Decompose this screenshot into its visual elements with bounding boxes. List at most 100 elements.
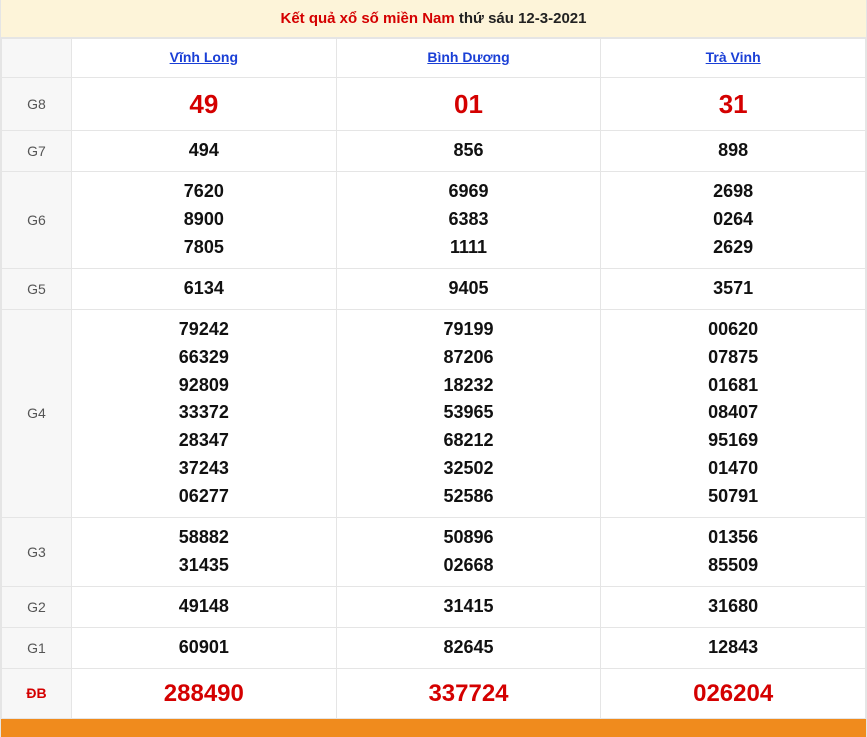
prize-number: 50791 [601,483,865,511]
prize-cell: 6134 [72,268,337,309]
prize-number: 1111 [337,234,601,262]
prize-number: 2698 [601,178,865,206]
prize-cell: 5888231435 [72,517,337,586]
prize-number: 026204 [601,675,865,712]
prize-cell: 82645 [336,627,601,668]
province-link-2[interactable]: Trà Vinh [706,49,761,65]
prize-number: 31415 [337,593,601,621]
prize-number: 2629 [601,234,865,262]
prize-number: 7805 [72,234,336,262]
prize-cell: 79242663299280933372283473724306277 [72,309,337,517]
prize-number: 6969 [337,178,601,206]
prize-cell: 494 [72,131,337,172]
prize-cell: 0135685509 [601,517,866,586]
prize-cell: 31415 [336,586,601,627]
prize-row-đb: ĐB288490337724026204 [2,668,866,718]
prize-label: G7 [2,131,72,172]
prize-cell: 5089602668 [336,517,601,586]
prize-cell: 337724 [336,668,601,718]
prize-cell: 00620078750168108407951690147050791 [601,309,866,517]
prize-label: G3 [2,517,72,586]
prize-number: 7620 [72,178,336,206]
prize-row-g8: G8490131 [2,78,866,131]
prize-cell: 762089007805 [72,172,337,269]
prize-label: G5 [2,268,72,309]
prize-number: 85509 [601,552,865,580]
lottery-results-container: Kết quả xổ số miền Nam thứ sáu 12-3-2021… [0,0,867,737]
prize-number: 9405 [337,275,601,303]
prize-number: 60901 [72,634,336,662]
prize-cell: 01 [336,78,601,131]
prize-number: 31 [601,84,865,124]
prize-number: 87206 [337,344,601,372]
prize-cell: 898 [601,131,866,172]
prize-number: 49148 [72,593,336,621]
prize-cell: 12843 [601,627,866,668]
footer-bar [1,719,866,737]
province-link-1[interactable]: Bình Dương [427,49,509,65]
prize-number: 856 [337,137,601,165]
prize-label: G2 [2,586,72,627]
prize-cell: 026204 [601,668,866,718]
prize-number: 37243 [72,455,336,483]
prize-number: 66329 [72,344,336,372]
prize-number: 07875 [601,344,865,372]
prize-number: 79242 [72,316,336,344]
province-header: Trà Vinh [601,39,866,78]
prize-row-g1: G1609018264512843 [2,627,866,668]
prize-number: 6383 [337,206,601,234]
province-header-row: Vĩnh Long Bình Dương Trà Vinh [2,39,866,78]
prize-number: 01 [337,84,601,124]
prize-number: 494 [72,137,336,165]
prize-number: 288490 [72,675,336,712]
prize-number: 52586 [337,483,601,511]
prize-number: 95169 [601,427,865,455]
prize-row-g2: G2491483141531680 [2,586,866,627]
prize-label: ĐB [2,668,72,718]
prize-cell: 856 [336,131,601,172]
province-link-0[interactable]: Vĩnh Long [170,49,238,65]
prize-label: G4 [2,309,72,517]
prize-number: 6134 [72,275,336,303]
prize-row-g4: G479242663299280933372283473724306277791… [2,309,866,517]
prize-cell: 60901 [72,627,337,668]
prize-number: 53965 [337,399,601,427]
prize-cell: 49 [72,78,337,131]
prize-cell: 49148 [72,586,337,627]
prize-label: G6 [2,172,72,269]
prize-number: 18232 [337,372,601,400]
title-prefix: Kết quả xổ số miền Nam [281,10,455,27]
prize-number: 01356 [601,524,865,552]
prize-number: 0264 [601,206,865,234]
prize-row-g3: G3588823143550896026680135685509 [2,517,866,586]
prize-cell: 9405 [336,268,601,309]
prize-number: 49 [72,84,336,124]
prize-cell: 31 [601,78,866,131]
prize-label: G8 [2,78,72,131]
prize-cell: 3571 [601,268,866,309]
prize-number: 32502 [337,455,601,483]
header-blank [2,39,72,78]
prize-number: 31435 [72,552,336,580]
prize-number: 06277 [72,483,336,511]
prize-cell: 31680 [601,586,866,627]
prize-number: 3571 [601,275,865,303]
prize-number: 01681 [601,372,865,400]
prize-number: 337724 [337,675,601,712]
prize-number: 33372 [72,399,336,427]
prize-number: 12843 [601,634,865,662]
prize-number: 28347 [72,427,336,455]
prize-number: 08407 [601,399,865,427]
prize-cell: 269802642629 [601,172,866,269]
prize-number: 898 [601,137,865,165]
prize-row-g7: G7494856898 [2,131,866,172]
prize-cell: 696963831111 [336,172,601,269]
province-header: Bình Dương [336,39,601,78]
prize-number: 8900 [72,206,336,234]
prize-number: 58882 [72,524,336,552]
prize-number: 00620 [601,316,865,344]
prize-number: 31680 [601,593,865,621]
results-title: Kết quả xổ số miền Nam thứ sáu 12-3-2021 [1,0,866,38]
prize-cell: 79199872061823253965682123250252586 [336,309,601,517]
province-header: Vĩnh Long [72,39,337,78]
